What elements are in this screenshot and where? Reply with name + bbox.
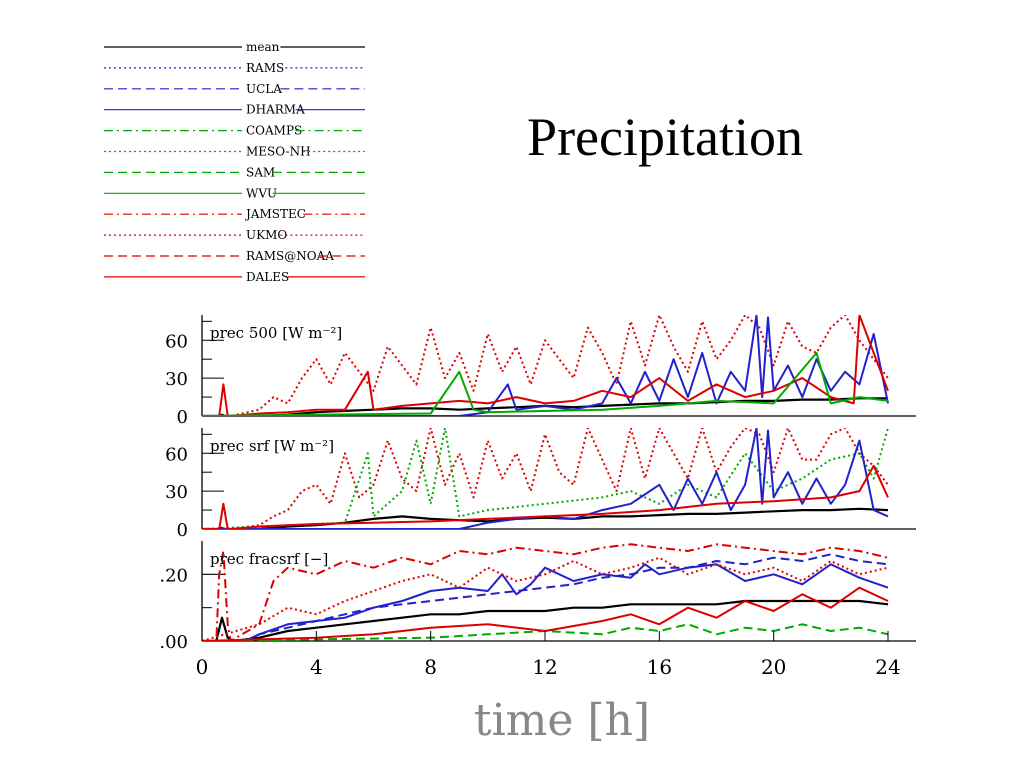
x-tick-label: 20 <box>761 655 786 679</box>
legend-label: mean <box>246 40 280 54</box>
legend-label: DHARMA <box>246 103 305 117</box>
legend-entry: UKMO <box>104 228 365 242</box>
legend-entry: UCLA <box>104 82 365 96</box>
legend-label: DALES <box>246 270 289 284</box>
y-tick-label: 0 <box>177 407 188 428</box>
legend-entry: MESO-NH <box>104 145 365 159</box>
x-tick-label: 4 <box>310 655 323 679</box>
chart-panel: 0 30 60 prec srf [W m⁻²] <box>165 428 916 541</box>
series-line-mean <box>202 507 889 529</box>
legend-entry: RAMS@NOAA <box>104 249 365 263</box>
series-line-mean <box>202 397 888 416</box>
legend-label: UKMO <box>246 228 287 242</box>
legend-entry: SAM <box>104 165 365 179</box>
legend: mean RAMS UCLA DHARMA COAMPS MESO-NH SAM WVU JAM… <box>104 40 365 284</box>
x-tick-label: 8 <box>424 655 437 679</box>
legend-label: COAMPS <box>246 124 302 138</box>
slide-title: Precipitation <box>527 107 803 167</box>
y-tick-label: .20 <box>159 565 188 586</box>
x-tick-label: 16 <box>647 655 672 679</box>
legend-entry: JAMSTEC <box>104 207 365 221</box>
series-line-meso-nh <box>202 428 889 529</box>
y-tick-label: 30 <box>165 369 188 390</box>
series-line-dales <box>202 586 889 641</box>
y-tick-label: 60 <box>165 331 188 352</box>
series-line-coamps <box>202 351 889 416</box>
legend-entry: DHARMA <box>104 103 365 117</box>
panel-label: prec srf [W m⁻²] <box>210 437 334 455</box>
legend-entry: COAMPS <box>104 124 365 138</box>
legend-label: RAMS@NOAA <box>246 249 334 263</box>
series-line-jamstec <box>202 315 889 416</box>
x-axis: 0 4 8 12 16 20 24 <box>196 631 901 679</box>
legend-entry: mean <box>104 40 365 54</box>
series-line-dharma <box>202 428 889 529</box>
y-tick-label: .00 <box>159 632 188 653</box>
series-line-jamstec <box>202 543 889 641</box>
panel-label: prec fracsrf [−] <box>210 550 328 568</box>
legend-entry: DALES <box>104 270 365 284</box>
legend-entry: RAMS <box>104 61 365 75</box>
chart-panels: 0 30 60 prec 500 [W m⁻²] 0 30 60 prec srf [W m⁻… <box>159 315 916 653</box>
legend-label: WVU <box>246 186 277 200</box>
series-line-jamstec <box>202 464 889 529</box>
series-line-dharma <box>202 563 889 641</box>
y-tick-label: 30 <box>165 482 188 503</box>
x-tick-label: 12 <box>532 655 557 679</box>
chart-panel: .00 .20 prec fracsrf [−] <box>159 541 916 653</box>
legend-label: RAMS <box>246 61 284 75</box>
series-line-ukmo <box>202 428 889 529</box>
x-tick-label: 0 <box>196 655 209 679</box>
x-tick-label: 24 <box>875 655 900 679</box>
series-line-ukmo <box>202 556 889 641</box>
chart-panel: 0 30 60 prec 500 [W m⁻²] <box>165 315 916 428</box>
y-tick-label: 60 <box>165 444 188 465</box>
legend-label: UCLA <box>246 82 282 96</box>
legend-entry: WVU <box>104 186 365 200</box>
panel-label: prec 500 [W m⁻²] <box>210 324 342 342</box>
legend-label: JAMSTEC <box>244 207 306 221</box>
legend-label: MESO-NH <box>246 145 311 159</box>
y-tick-label: 0 <box>177 520 188 541</box>
legend-label: SAM <box>246 165 275 179</box>
x-axis-label: time [h] <box>474 695 650 746</box>
